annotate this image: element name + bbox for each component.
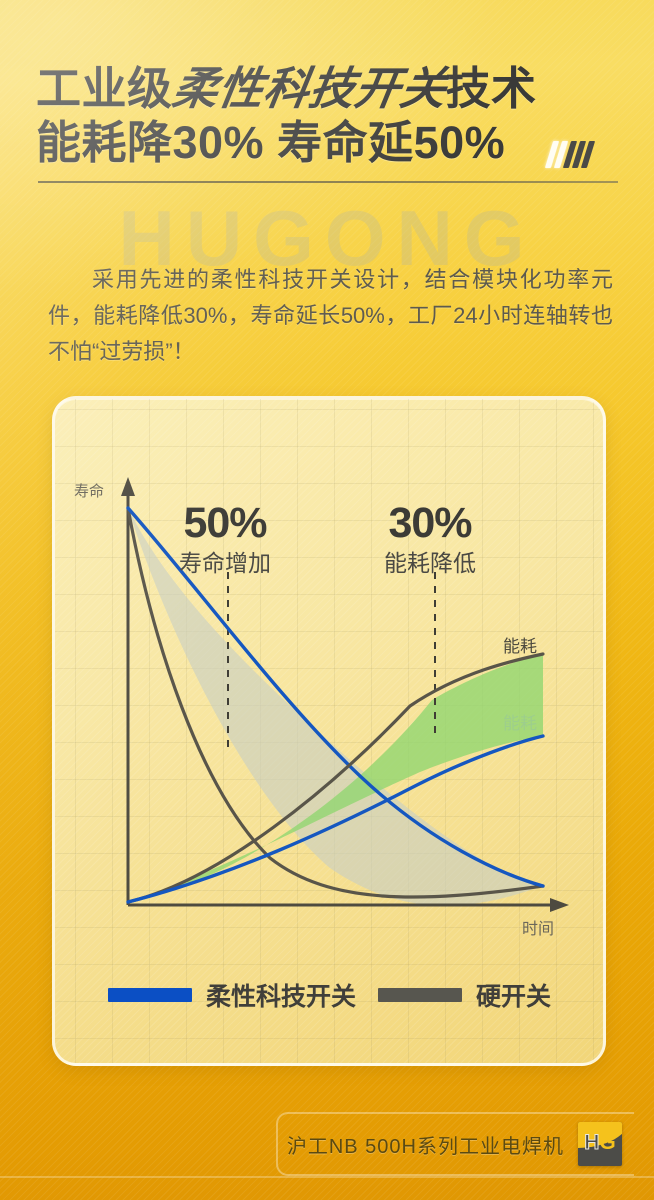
stat-lifespan: 50% 寿命增加 — [160, 500, 290, 578]
chart-y-axis-label: 寿命 — [74, 483, 105, 500]
hugong-logo: HG — [578, 1122, 622, 1166]
headline-divider — [38, 181, 618, 183]
chart-y-axis-arrow — [121, 477, 135, 496]
logo-letter-h: H — [584, 1131, 600, 1154]
stat-lifespan-caption: 寿命增加 — [179, 550, 271, 576]
headline-plain: 工业级 — [36, 63, 173, 114]
curve-label-soft-energy: 能耗 — [503, 714, 537, 733]
legend-item-soft-switch: 柔性科技开关 — [108, 977, 356, 1013]
logo-letter-g: G — [599, 1131, 616, 1154]
chart-x-axis-arrow — [550, 898, 569, 912]
description-paragraph: 采用先进的柔性科技开关设计，结合模块化功率元件，能耗降低30%，寿命延长50%，… — [48, 267, 613, 364]
headline-line-2: 能耗降30% 寿命延50% — [36, 117, 506, 168]
headline-tail: 技术 — [445, 63, 537, 114]
headline-block: 工业级柔性科技开关技术 能耗降30% 寿命延50% — [36, 63, 626, 168]
curve-soft-energy — [126, 734, 545, 904]
chart-legend: 柔性科技开关 硬开关 — [108, 977, 578, 1013]
curve-hard-lifespan — [126, 506, 545, 899]
legend-label-hard-switch: 硬开关 — [476, 983, 552, 1011]
curve-hard-energy — [126, 652, 545, 904]
headline-line-1: 工业级柔性科技开关技术 — [36, 63, 626, 114]
stat-energy-caption: 能耗降低 — [384, 550, 476, 576]
brand-watermark: HUGONG — [118, 194, 536, 282]
footer-product-bar: 沪工NB 500H系列工业电焊机 HG — [276, 1112, 634, 1176]
curve-label-hard-energy: 能耗 — [503, 637, 537, 656]
legend-item-hard-switch: 硬开关 — [378, 977, 551, 1013]
curve-soft-lifespan — [126, 506, 545, 888]
legend-swatch-hard-switch — [378, 988, 463, 1002]
chart-card — [52, 396, 606, 1066]
legend-swatch-soft-switch — [108, 988, 192, 1002]
chart-x-axis-label: 时间 — [522, 921, 555, 938]
stat-energy-number: 30% — [388, 499, 472, 547]
stat-lifespan-number: 50% — [183, 499, 267, 547]
footer-divider — [0, 1176, 654, 1178]
footer-product-name: 沪工NB 500H系列工业电焊机 — [286, 1135, 564, 1158]
fill-energy-saving — [128, 654, 543, 902]
legend-label-soft-switch: 柔性科技开关 — [206, 983, 357, 1011]
stat-energy: 30% 能耗降低 — [365, 500, 495, 578]
